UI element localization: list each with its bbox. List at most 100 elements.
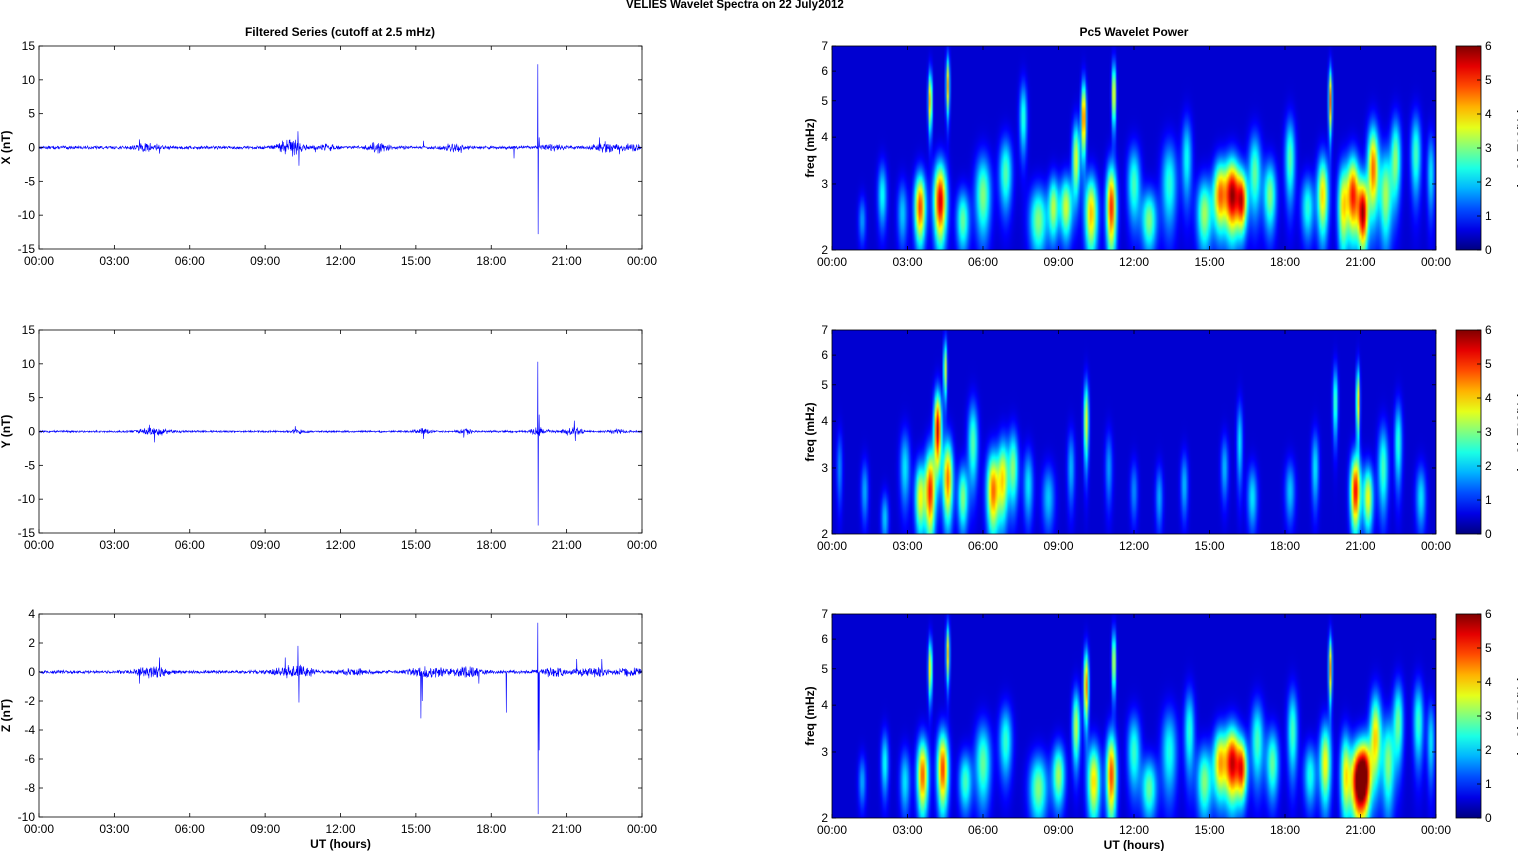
x-tick-label: 21:00 — [552, 822, 582, 836]
colorbar-tick-label: 1 — [1485, 209, 1492, 223]
x-tick-label: 21:00 — [1345, 823, 1375, 837]
colorbar-scale — [1455, 329, 1482, 535]
x-tick-label: 18:00 — [1270, 539, 1300, 553]
y-axis-label: freq (mHz) — [803, 686, 817, 745]
x-tick-label: 15:00 — [1194, 823, 1224, 837]
colorbar-tick-label: 0 — [1485, 811, 1492, 825]
x-tick-label: 00:00 — [24, 822, 54, 836]
colorbar-tick-label: 2 — [1485, 743, 1492, 757]
x-tick-label: 06:00 — [175, 822, 205, 836]
x-tick-label: 21:00 — [1345, 255, 1375, 269]
colorbar-tick-label: 3 — [1485, 425, 1492, 439]
x-tick-label: 00:00 — [817, 255, 847, 269]
x-tick-label: 12:00 — [1119, 823, 1149, 837]
x-tick-label: 00:00 — [817, 539, 847, 553]
y-tick-label: 4 — [28, 607, 35, 621]
right-column-title: Pc5 Wavelet Power — [1080, 25, 1189, 39]
y-tick-label: -4 — [24, 723, 35, 737]
x-tick-label: 06:00 — [175, 254, 205, 268]
y-tick-label: -5 — [24, 174, 35, 188]
y-tick-label: 4 — [821, 414, 828, 428]
y-tick-label: 3 — [821, 461, 828, 475]
figure-title: VELIES Wavelet Spectra on 22 July — [626, 0, 819, 11]
x-tick-label: 18:00 — [1270, 823, 1300, 837]
y-tick-label: -10 — [18, 492, 36, 506]
y-tick-label: 10 — [22, 73, 36, 87]
colorbar-label: log2(nT^2/Hz) — [1515, 108, 1518, 187]
wavelet-power-image — [832, 614, 1436, 818]
wavelet-x-panel: 2 3 4 5 6 7 0 1 2 3 4 5 6 log2(nT^2/Hz) 00:00 03:00 06:0… — [803, 39, 1518, 269]
x-tick-label: 00:00 — [1421, 539, 1451, 553]
y-tick-label: 2 — [821, 527, 828, 541]
x-tick-label: 06:00 — [968, 823, 998, 837]
x-tick-label: 00:00 — [627, 822, 657, 836]
y-tick-label: 15 — [22, 39, 36, 53]
x-tick-label: 00:00 — [627, 254, 657, 268]
y-tick-label: 6 — [821, 632, 828, 646]
y-tick-label: 5 — [821, 662, 828, 676]
colorbar: 0 1 2 3 4 5 6 log2(nT^2/Hz) — [1455, 323, 1518, 541]
x-tick-label: 12:00 — [1119, 255, 1149, 269]
y-tick-label: 5 — [821, 94, 828, 108]
colorbar-tick-label: 4 — [1485, 391, 1492, 405]
x-tick-label: 21:00 — [552, 254, 582, 268]
y-tick-label: 3 — [821, 177, 828, 191]
y-tick-label: 6 — [821, 64, 828, 78]
series-line — [38, 64, 643, 235]
x-tick-label: 15:00 — [401, 254, 431, 268]
x-tick-label: 12:00 — [325, 254, 355, 268]
y-tick-label: -5 — [24, 458, 35, 472]
colorbar-tick-label: 3 — [1485, 709, 1492, 723]
colorbar-tick-label: 6 — [1485, 607, 1492, 621]
wavelet-z-panel: 2 3 4 5 6 7 0 1 2 3 4 5 6 log2(nT^2/Hz) 00:00 03:00 06:0… — [803, 607, 1518, 851]
colorbar-tick-label: 3 — [1485, 141, 1492, 155]
series-y-panel: -15 -10 -5 0 5 10 15 00:00 03:00 06:00 09:00 12:00 1… — [0, 323, 657, 552]
x-tick-label: 03:00 — [892, 539, 922, 553]
colorbar-tick-label: 5 — [1485, 641, 1492, 655]
x-tick-label: 15:00 — [1194, 255, 1224, 269]
series-x-panel: -15 -10 -5 0 5 10 15 00:00 03:00 06:00 09:00 12:00 1… — [0, 39, 657, 268]
y-tick-label: -15 — [18, 242, 36, 256]
series-line — [38, 361, 643, 526]
x-tick-label: 18:00 — [476, 822, 506, 836]
colorbar-tick-label: 2 — [1485, 459, 1492, 473]
colorbar-tick-label: 5 — [1485, 73, 1492, 87]
x-tick-label: 12:00 — [325, 822, 355, 836]
plot-area — [39, 614, 642, 817]
y-tick-label: 7 — [821, 607, 828, 621]
x-tick-label: 00:00 — [1421, 823, 1451, 837]
y-tick-label: 7 — [821, 39, 828, 53]
y-tick-label: 15 — [22, 323, 36, 337]
x-tick-label: 00:00 — [24, 254, 54, 268]
x-tick-label: 00:00 — [817, 823, 847, 837]
y-tick-label: 5 — [821, 378, 828, 392]
y-axis-label: Z (nT) — [0, 699, 13, 732]
x-tick-label: 15:00 — [1194, 539, 1224, 553]
x-axis-label: UT (hours) — [310, 837, 371, 851]
colorbar-tick-label: 1 — [1485, 777, 1492, 791]
y-tick-label: 4 — [821, 698, 828, 712]
colorbar: 0 1 2 3 4 5 6 log2(nT^2/Hz) — [1455, 39, 1518, 257]
x-tick-label: 09:00 — [1043, 255, 1073, 269]
colorbar-label: log2(nT^2/Hz) — [1515, 392, 1518, 471]
x-tick-label: 18:00 — [476, 254, 506, 268]
colorbar: 0 1 2 3 4 5 6 log2(nT^2/Hz) — [1455, 607, 1518, 825]
x-tick-label: 15:00 — [401, 538, 431, 552]
colorbar-tick-label: 0 — [1485, 527, 1492, 541]
y-axis-label: freq (mHz) — [803, 118, 817, 177]
series-line — [38, 622, 643, 815]
x-tick-label: 06:00 — [968, 539, 998, 553]
y-tick-label: 5 — [28, 107, 35, 121]
colorbar-tick-label: 6 — [1485, 323, 1492, 337]
colorbar-scale — [1455, 45, 1482, 251]
series-z-panel: -10 -8 -6 -4 -2 0 2 4 00:00 03:00 06:00 09:00 12:00 1… — [0, 607, 657, 851]
x-tick-label: 06:00 — [175, 538, 205, 552]
y-tick-label: -8 — [24, 781, 35, 795]
y-tick-label: -10 — [18, 810, 36, 824]
x-tick-label: 03:00 — [99, 254, 129, 268]
left-column-title: Filtered Series (cutoff at 2.5 mHz) — [245, 25, 435, 39]
y-axis-label: Y (nT) — [0, 415, 13, 449]
x-tick-label: 09:00 — [250, 822, 280, 836]
x-tick-label: 09:00 — [250, 538, 280, 552]
